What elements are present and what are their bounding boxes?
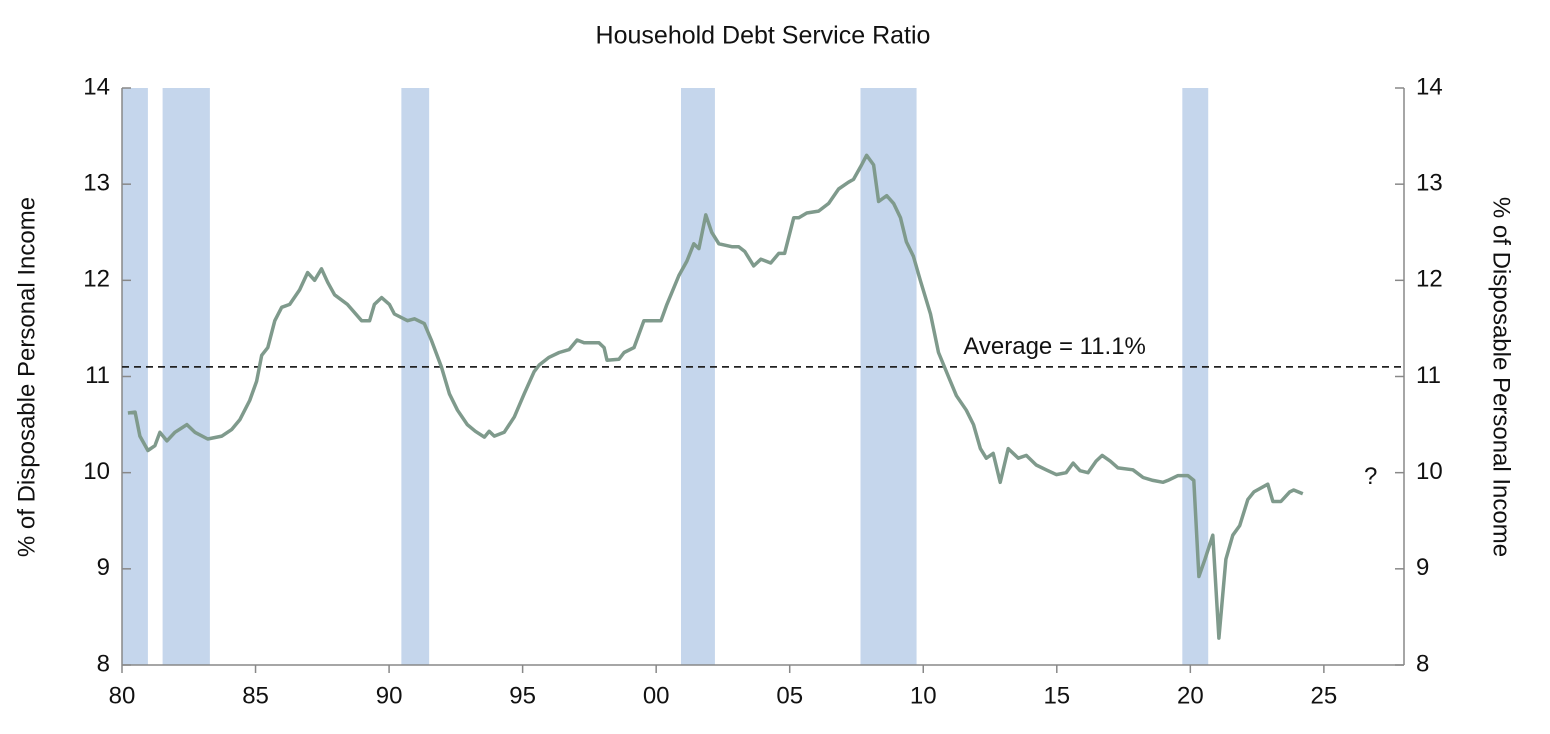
recession-shade	[162, 88, 210, 665]
y-tick-label: 10	[83, 458, 110, 485]
recession-shade	[1182, 88, 1209, 665]
annotation: ?	[1364, 463, 1377, 490]
x-tick-label: 05	[776, 682, 803, 709]
y-tick-label: 13	[83, 170, 110, 197]
y2-tick-label: 13	[1416, 170, 1443, 197]
y2-tick-label: 11	[1416, 362, 1441, 389]
annotation: Average = 11.1%	[963, 333, 1146, 360]
chart-title: Household Debt Service Ratio	[596, 22, 931, 50]
y-axis-label: % of Disposable Personal Income	[13, 197, 40, 557]
y-tick-label: 11	[85, 362, 110, 389]
x-tick-label: 15	[1043, 682, 1070, 709]
y2-tick-label: 14	[1416, 73, 1443, 100]
x-tick-label: 85	[242, 682, 269, 709]
y-tick-label: 9	[97, 554, 110, 581]
x-tick-label: 25	[1311, 682, 1338, 709]
y-tick-label: 14	[83, 73, 110, 100]
x-tick-label: 20	[1177, 682, 1204, 709]
x-tick-label: 00	[643, 682, 670, 709]
data-line	[127, 153, 1304, 640]
x-tick-label: 90	[376, 682, 403, 709]
y2-tick-label: 12	[1416, 266, 1443, 293]
y-tick-label: 12	[83, 266, 110, 293]
y2-tick-label: 8	[1416, 650, 1429, 677]
x-tick-label: 10	[910, 682, 937, 709]
y2-tick-label: 9	[1416, 554, 1429, 581]
x-tick-label: 80	[109, 682, 136, 709]
y-tick-label: 8	[97, 650, 110, 677]
recession-shade	[681, 88, 715, 665]
x-tick-label: 95	[509, 682, 536, 709]
y2-axis-label: % of Disposable Personal Income	[1488, 197, 1515, 557]
y2-tick-label: 10	[1416, 458, 1443, 485]
recession-shade	[860, 88, 917, 665]
recession-shade	[401, 88, 430, 665]
